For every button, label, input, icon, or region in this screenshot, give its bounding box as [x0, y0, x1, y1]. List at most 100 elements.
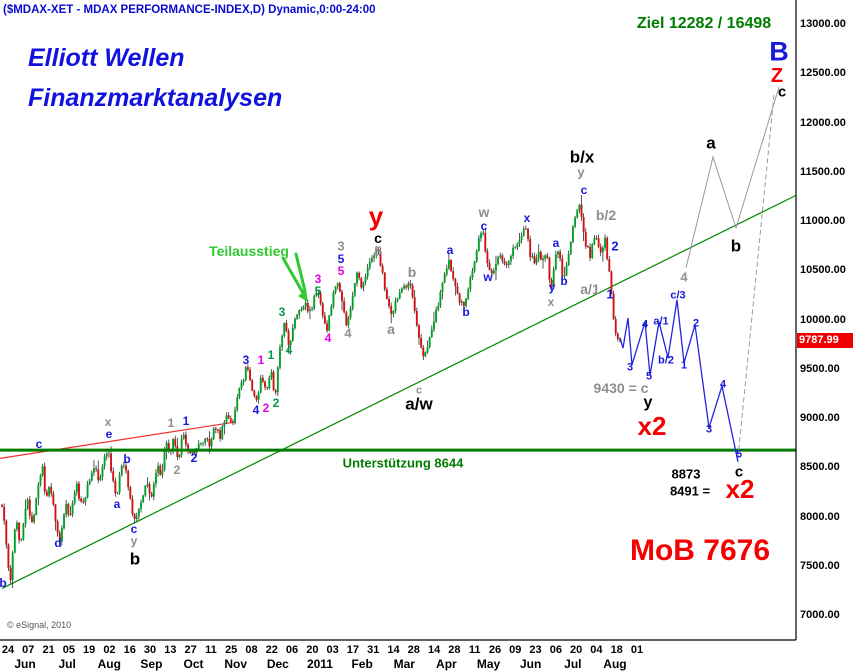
branding-line-1: Elliott Wellen	[28, 44, 185, 72]
gray-projection-zigzag	[685, 86, 780, 268]
wave-label: 5	[314, 284, 322, 298]
x-axis-day-label: 06	[549, 644, 562, 656]
x-axis-day-label: 08	[245, 644, 258, 656]
x-axis-day-label: 07	[22, 644, 35, 656]
red-trendline	[0, 421, 237, 459]
wave-label: 3	[242, 353, 250, 367]
wave-label: 1	[167, 416, 175, 430]
x-axis-day-label: 30	[143, 644, 157, 656]
wave-label: Ziel 12282 / 16498	[636, 15, 772, 32]
x-axis-day-label: 31	[367, 644, 380, 656]
y-axis-label: 8000.00	[800, 510, 840, 523]
wave-label: 2	[272, 396, 280, 410]
wave-label: 4	[344, 325, 352, 341]
wave-label: b/2	[595, 207, 617, 223]
wave-label: 5	[374, 243, 382, 259]
x-axis-month-label: Jul	[58, 657, 76, 671]
wave-label: a	[113, 497, 121, 511]
wave-label: c	[35, 437, 43, 451]
wave-label: 9430 = c	[593, 380, 649, 396]
x-axis-day-label: 26	[488, 644, 502, 656]
wave-label: x	[104, 415, 112, 429]
wave-label: MoB 7676	[629, 534, 771, 567]
wave-label: 2	[190, 451, 198, 465]
wave-label: x2	[725, 474, 755, 504]
y-axis-label: 10500.00	[800, 264, 846, 277]
wave-label: e	[105, 427, 113, 441]
x-axis-month-label: Dec	[266, 657, 289, 671]
wave-label: B	[769, 36, 789, 67]
wave-label: 4	[719, 378, 727, 391]
wave-label: 4	[680, 269, 688, 285]
branding-line-2: Finanzmarktanalysen	[28, 84, 283, 112]
x-axis-day-label: 28	[407, 644, 420, 656]
wave-label: c/3	[670, 289, 686, 302]
x-axis-month-label: Aug	[603, 657, 627, 671]
wave-label: c	[580, 183, 588, 197]
x-axis-day-label: 20	[569, 644, 583, 656]
y-axis-label: 10000.00	[800, 313, 846, 326]
wave-label: 2	[262, 401, 270, 415]
wave-label: 1	[257, 353, 265, 367]
wave-label: y	[643, 394, 653, 411]
wave-label: b	[462, 305, 470, 319]
x-axis-day-label: 14	[427, 644, 441, 656]
x-axis-day-label: 03	[326, 644, 339, 656]
y-axis-label: 7000.00	[800, 609, 840, 621]
y-axis-label: 11000.00	[800, 215, 846, 227]
x-axis-day-label: 20	[306, 644, 319, 656]
x-axis-day-label: 27	[184, 644, 197, 656]
wave-label: 8491 =	[669, 483, 711, 499]
wave-label: 2	[173, 463, 181, 477]
x-axis-day-label: 09	[509, 644, 522, 656]
wave-label: y	[577, 164, 585, 180]
wave-label: 8873	[671, 466, 701, 482]
wave-label: a	[552, 236, 560, 250]
y-axis-label: 9000.00	[800, 412, 840, 424]
x-axis-month-label: Jul	[564, 657, 582, 671]
wave-label: 3	[337, 238, 345, 254]
candlesticks	[1, 195, 621, 589]
x-axis-day-label: 05	[62, 644, 75, 656]
wave-label: 4	[324, 331, 332, 345]
wave-label: b	[560, 274, 568, 288]
y-axis-label: 13000.00	[800, 18, 846, 30]
wave-label: x	[547, 295, 555, 309]
x-axis-month-label: Sep	[140, 657, 163, 671]
wave-label: 3	[314, 272, 322, 286]
wave-label: 3	[278, 305, 286, 319]
wave-label: x	[523, 211, 531, 225]
x-axis-day-label: 25	[225, 644, 238, 656]
x-axis-day-label: 21	[42, 644, 55, 656]
x-axis-day-label: 02	[103, 644, 116, 656]
x-axis-day-label: 23	[529, 644, 542, 656]
wave-label: 4	[252, 403, 260, 417]
x-axis-month-label: 2011	[306, 657, 333, 671]
wave-label: c	[415, 384, 423, 397]
wave-label: b/x	[569, 147, 595, 167]
y-axis-label: 12000.00	[800, 116, 846, 129]
green-uptrend-line	[1, 194, 797, 589]
x-axis-month-label: Mar	[393, 657, 415, 671]
wave-label: 5	[735, 448, 743, 461]
wave-label: 3	[626, 361, 634, 374]
copyright-watermark: © eSignal, 2010	[7, 620, 72, 630]
last-price-badge: 9787.99	[797, 333, 853, 348]
wave-label: y	[548, 280, 556, 294]
x-axis-day-label: 11	[205, 644, 217, 656]
wave-label: 5	[337, 252, 345, 266]
x-axis-month-label: Apr	[436, 657, 457, 671]
wave-label: x2	[637, 411, 667, 441]
wave-label: b	[123, 452, 131, 466]
x-axis-day-label: 18	[610, 644, 623, 656]
y-axis-label: 7500.00	[800, 559, 840, 572]
x-axis-month-label: Aug	[97, 657, 121, 671]
wave-label: b	[129, 549, 141, 569]
x-axis-day-label: 16	[123, 644, 136, 656]
wave-label: y	[130, 534, 138, 548]
teilausstieg-arrowhead	[298, 290, 308, 302]
wave-label: Z	[770, 65, 784, 87]
x-axis-month-label: Nov	[224, 657, 248, 671]
x-axis-month-label: May	[476, 657, 501, 671]
